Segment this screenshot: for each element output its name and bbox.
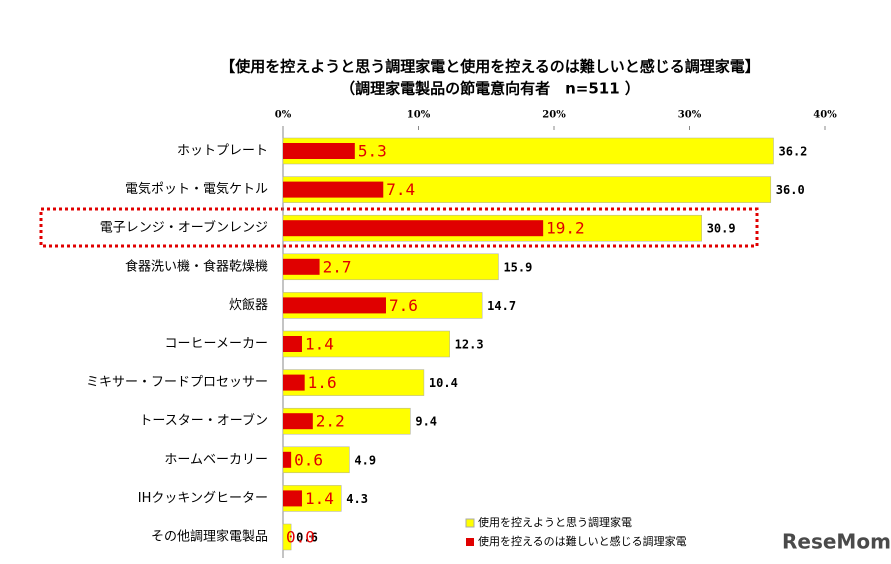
y-tick-label: 炊飯器 <box>229 298 268 313</box>
y-tick-label: その他調理家電製品 <box>151 529 268 545</box>
value-label: 36.2 <box>779 145 808 159</box>
bar <box>283 336 302 352</box>
bar <box>283 413 313 430</box>
x-tick-label: 30% <box>678 110 702 121</box>
bar <box>283 181 384 198</box>
bar <box>283 490 302 507</box>
value-label: 1.6 <box>308 373 337 392</box>
legend-label: 使用を控えようと思う調理家電 <box>478 515 632 529</box>
value-label: 19.2 <box>546 219 585 238</box>
value-label: 4.9 <box>354 453 376 467</box>
bar <box>283 297 386 314</box>
value-label: 0.0 <box>286 528 315 547</box>
value-label: 30.9 <box>707 222 736 236</box>
value-label: 1.4 <box>305 335 334 354</box>
value-label: 9.4 <box>415 415 437 429</box>
y-tick-label: ミキサー・フードプロセッサー <box>86 375 268 390</box>
value-label: 0.6 <box>294 450 323 469</box>
value-label: 10.4 <box>429 376 458 390</box>
x-tick-label: 10% <box>407 110 431 121</box>
y-tick-label: 食器洗い機・食器乾燥機 <box>125 258 268 274</box>
value-label: 2.2 <box>316 412 345 431</box>
value-label: 0.6 <box>296 531 318 545</box>
y-tick-label: 電気ポット・電気ケトル <box>125 181 268 197</box>
legend-swatch <box>466 538 474 546</box>
y-tick-label: コーヒーメーカー <box>165 337 268 352</box>
value-label: 7.4 <box>386 180 415 199</box>
legend-label: 使用を控えるのは難しいと感じる調理家電 <box>478 534 687 548</box>
value-label: 7.6 <box>389 296 418 315</box>
legend-swatch <box>465 518 475 528</box>
y-tick-label: トースター・オーブン <box>139 413 268 429</box>
value-label: 1.4 <box>305 489 334 508</box>
watermark: ReseMom <box>782 530 891 554</box>
y-tick-label: 電子レンジ・オーブンレンジ <box>100 220 268 236</box>
x-tick-label: 20% <box>542 110 566 121</box>
bar <box>283 220 544 237</box>
bar <box>282 369 425 396</box>
bar <box>283 374 305 391</box>
bar <box>283 258 320 275</box>
value-label: 36.0 <box>776 183 805 197</box>
bar <box>282 446 350 474</box>
bar <box>282 523 292 551</box>
x-tick-label: 40% <box>813 110 837 121</box>
value-label: 15.9 <box>503 260 532 274</box>
highlight-box <box>39 207 759 248</box>
chart-title: 【使用を控えようと思う調理家電と使用を控えるのは難しいと感じる調理家電】 <box>220 58 760 76</box>
chart-subtitle: （調理家電製品の節電意向有者 n=511 ） <box>340 80 640 98</box>
bar <box>282 137 774 165</box>
y-tick-label: ホットプレート <box>177 144 268 159</box>
bar <box>283 451 292 468</box>
value-label: 14.7 <box>487 299 516 313</box>
bar <box>282 330 450 358</box>
value-label: 4.3 <box>346 492 368 506</box>
x-tick-label: 0% <box>275 110 292 121</box>
bar <box>283 143 355 159</box>
value-label: 5.3 <box>358 142 387 161</box>
value-label: 12.3 <box>455 338 484 352</box>
y-tick-label: ホームベーカリー <box>164 452 268 467</box>
value-label: 2.7 <box>323 257 352 276</box>
y-tick-label: IHクッキングヒーター <box>138 491 268 506</box>
